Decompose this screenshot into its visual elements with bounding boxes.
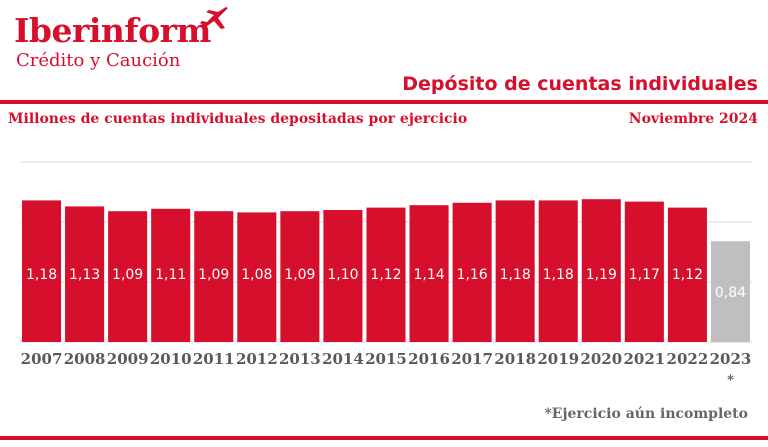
footer-divider: [0, 436, 768, 440]
x-tick-label: 2020: [580, 350, 622, 368]
bar-2010: [151, 208, 191, 342]
value-label: 1,18: [500, 267, 531, 283]
bar-2013: [280, 211, 320, 342]
value-label: 0,84: [715, 285, 746, 301]
value-label: 1,09: [284, 267, 315, 283]
x-tick-label: 2022: [667, 350, 709, 368]
value-label: 1,18: [26, 267, 57, 283]
x-tick-label: 2009: [107, 350, 149, 368]
chart-subtitle: Millones de cuentas individuales deposit…: [8, 111, 468, 127]
brand-tagline: Crédito y Caución: [16, 50, 181, 71]
bar-2019: [538, 200, 578, 342]
bar-2007: [22, 200, 62, 342]
value-label: 1,08: [241, 267, 272, 283]
bar-2023: [710, 241, 750, 342]
x-tick-label: 2010: [150, 350, 192, 368]
page-title: Depósito de cuentas individuales: [402, 73, 758, 95]
x-tick-label: 2018: [494, 350, 536, 368]
bar-2020: [581, 199, 621, 342]
plane-icon: [200, 7, 228, 32]
header-divider: [0, 100, 768, 104]
x-tick-label: 2012: [236, 350, 278, 368]
bar-2021: [624, 201, 664, 342]
bar-2014: [323, 210, 363, 342]
value-label: 1,13: [69, 267, 100, 283]
x-tick-label: 2019: [537, 350, 579, 368]
bar-2008: [65, 206, 105, 342]
value-label: 1,11: [155, 267, 186, 283]
bar-2009: [108, 211, 148, 342]
x-tick-label: 2023: [710, 350, 752, 368]
value-label: 1,09: [112, 267, 143, 283]
brand-name: Iberinform: [14, 11, 211, 50]
x-tick-label: 2011: [193, 350, 235, 368]
value-label: 1,14: [413, 267, 444, 283]
bar-2018: [495, 200, 535, 342]
x-tick-label: 2015: [365, 350, 407, 368]
bar-2015: [366, 207, 406, 342]
value-label: 1,19: [586, 267, 617, 283]
bar-chart: 1,18 2007 1,13 2008 1,09 2009 1,11 2010 1,09 2011…: [20, 161, 752, 388]
bar-2022: [667, 207, 707, 342]
x-tick-label: 2007: [21, 350, 63, 368]
x-tick-label: 2014: [322, 350, 364, 368]
bar-2012: [237, 212, 277, 342]
footnote: *Ejercicio aún incompleto: [544, 406, 748, 422]
value-label: 1,17: [629, 267, 660, 283]
brand-logo: Iberinform Crédito y Caución: [14, 12, 211, 72]
bar-2011: [194, 211, 234, 342]
bar-2017: [452, 202, 492, 342]
incomplete-marker: *: [727, 373, 734, 388]
x-tick-label: 2016: [408, 350, 450, 368]
report-date: Noviembre 2024: [628, 111, 758, 127]
value-label: 1,12: [370, 267, 401, 283]
value-label: 1,09: [198, 267, 229, 283]
value-label: 1,10: [327, 267, 358, 283]
bar-2016: [409, 205, 449, 342]
value-label: 1,18: [543, 267, 574, 283]
value-label: 1,16: [457, 267, 488, 283]
value-label: 1,12: [672, 267, 703, 283]
x-tick-label: 2017: [451, 350, 493, 368]
x-tick-label: 2021: [623, 350, 665, 368]
x-tick-label: 2008: [64, 350, 106, 368]
x-tick-label: 2013: [279, 350, 321, 368]
